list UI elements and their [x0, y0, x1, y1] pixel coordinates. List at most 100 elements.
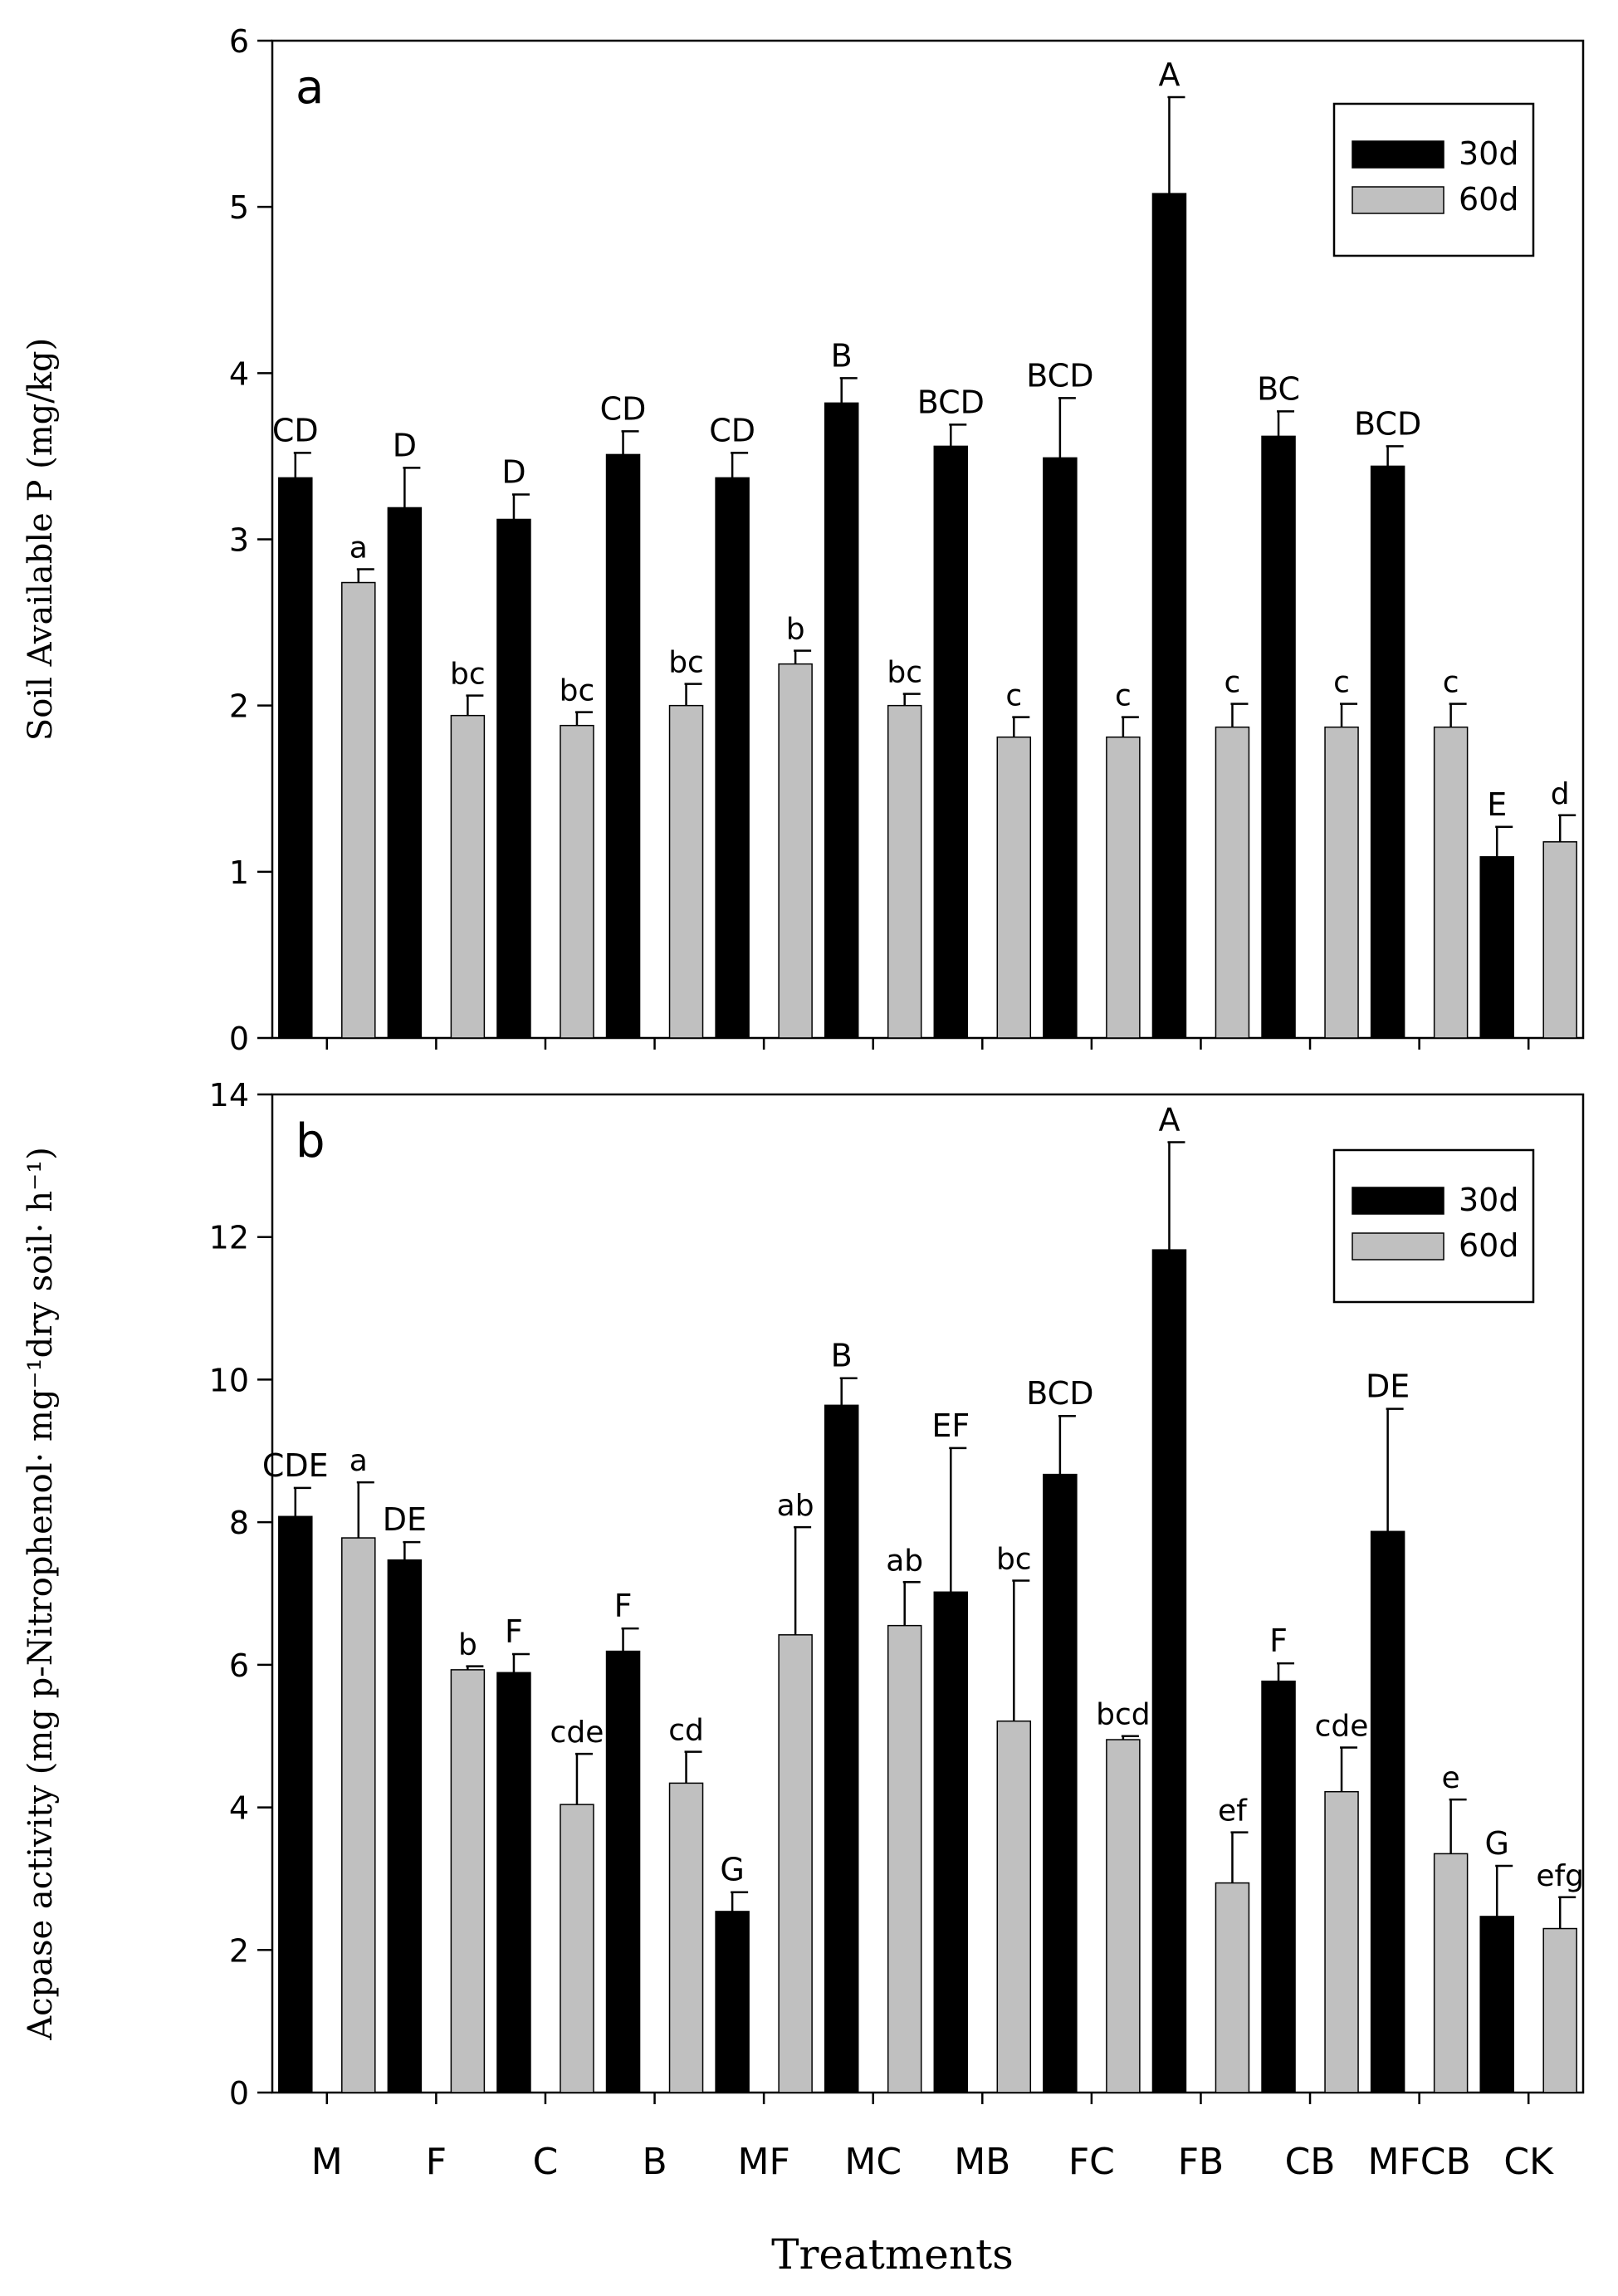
- significance-letter: BCD: [1026, 357, 1093, 394]
- bar-30d-C: [496, 1672, 531, 2093]
- x-tick-label: MFCB: [1368, 2141, 1471, 2183]
- bar-60d-MC: [887, 1624, 922, 2093]
- bar-60d-C: [560, 1804, 594, 2093]
- bar-60d-F: [450, 1669, 486, 2093]
- bar-60d-FB: [1215, 1882, 1250, 2093]
- significance-letter: DE: [383, 1501, 427, 1538]
- significance-letter: CDE: [262, 1447, 329, 1484]
- significance-letter: F: [1269, 1623, 1288, 1659]
- bar-60d-MB: [996, 1720, 1032, 2093]
- significance-letter: EF: [931, 1407, 970, 1444]
- x-tick-label: C: [533, 2141, 559, 2183]
- significance-letter: CD: [600, 390, 647, 427]
- x-tick-label: FC: [1068, 2141, 1115, 2183]
- significance-letter: c: [1115, 679, 1132, 713]
- significance-letter: c: [1224, 666, 1241, 700]
- x-tick-label: CB: [1285, 2141, 1336, 2183]
- bar-60d-MFCB: [1433, 726, 1469, 1039]
- significance-letter: CD: [709, 412, 755, 448]
- bar-30d-MF: [715, 477, 750, 1039]
- significance-letter: E: [1487, 786, 1507, 823]
- bar-60d-MB: [996, 736, 1032, 1039]
- legend-swatch-30d: [1352, 1187, 1444, 1215]
- legend-label-60d: 60d: [1459, 181, 1518, 218]
- legend-box: [1332, 102, 1535, 257]
- significance-letter: A: [1158, 56, 1180, 93]
- significance-letter: DE: [1366, 1368, 1410, 1405]
- y-tick-label: 6: [229, 23, 249, 60]
- significance-letter: d: [1551, 777, 1570, 811]
- bar-60d-M: [341, 581, 376, 1039]
- significance-letter: bc: [996, 1543, 1032, 1577]
- bar-60d-MC: [887, 704, 922, 1039]
- panel-label: a: [296, 61, 324, 115]
- bar-60d-B: [668, 1782, 704, 2093]
- significance-letter: cd: [668, 1714, 704, 1748]
- bar-30d-C: [496, 518, 531, 1039]
- legend-label-30d: 30d: [1459, 1182, 1518, 1218]
- significance-letter: bc: [450, 658, 486, 692]
- significance-letter: BCD: [1354, 405, 1421, 442]
- panel-a: 0 1 2 3 4 5 6 Soil Available P (mg/kg) a CD D D CD CD…: [22, 23, 1585, 1057]
- significance-letter: BCD: [1026, 1375, 1093, 1412]
- bar-30d-B: [605, 453, 641, 1039]
- bar-60d-F: [450, 714, 486, 1039]
- significance-letter: b: [458, 1628, 477, 1662]
- significance-letter: B: [831, 337, 853, 374]
- bar-30d-MFCB: [1370, 465, 1405, 1039]
- y-tick-label: 14: [209, 1077, 249, 1114]
- bar-30d-MC: [824, 402, 859, 1039]
- bar-30d-F: [387, 1559, 423, 2093]
- y-tick-label: 0: [229, 1021, 249, 1057]
- bar-30d-MB: [933, 445, 969, 1039]
- significance-letter: ab: [777, 1489, 814, 1523]
- significance-letter: D: [501, 453, 525, 490]
- bar-30d-MB: [933, 1591, 969, 2093]
- y-tick-label: 6: [229, 1647, 249, 1684]
- significance-letter: b: [786, 613, 805, 647]
- significance-letter: e: [1442, 1761, 1460, 1795]
- significance-letter: cde: [1315, 1709, 1369, 1743]
- panel-label: b: [296, 1114, 325, 1168]
- y-tick-label: 3: [229, 522, 249, 559]
- bar-30d-FC: [1043, 457, 1078, 1039]
- significance-letter: a: [350, 1444, 368, 1478]
- significance-letter: G: [1484, 1825, 1508, 1862]
- bar-60d-FC: [1106, 736, 1141, 1039]
- significance-letter: c: [1333, 666, 1350, 700]
- significance-letter: BC: [1257, 370, 1300, 407]
- y-tick-label: 1: [229, 854, 249, 891]
- bar-30d-FB: [1151, 1249, 1187, 2093]
- bar-60d-M: [341, 1537, 376, 2093]
- significance-letter: c: [1005, 679, 1022, 713]
- bar-60d-MF: [778, 1634, 813, 2093]
- significance-letter: A: [1158, 1102, 1180, 1138]
- significance-letter: D: [393, 427, 417, 463]
- x-axis-title: Treatments: [771, 2230, 1014, 2279]
- significance-letter: bc: [887, 656, 922, 690]
- bar-30d-MC: [824, 1404, 859, 2093]
- y-tick-label: 10: [209, 1362, 249, 1398]
- y-tick-label: 12: [209, 1220, 249, 1256]
- y-tick-label: 2: [229, 1932, 249, 1969]
- significance-letter: efg: [1536, 1859, 1584, 1893]
- y-tick-label: 4: [229, 355, 249, 392]
- x-tick-label: B: [642, 2141, 667, 2183]
- y-tick-label: 2: [229, 688, 249, 725]
- legend-box: [1332, 1148, 1535, 1304]
- legend-label-60d: 60d: [1459, 1227, 1518, 1264]
- significance-letter: G: [720, 1852, 744, 1888]
- x-tick-label: FB: [1178, 2141, 1224, 2183]
- significance-letter: ef: [1218, 1794, 1248, 1828]
- y-axis-title: Soil Available P (mg/kg): [22, 338, 60, 741]
- bar-60d-CK: [1542, 841, 1577, 1039]
- significance-letter: bc: [668, 646, 704, 680]
- significance-letter: c: [1443, 666, 1459, 700]
- significance-letter: F: [505, 1613, 523, 1650]
- bar-60d-FB: [1215, 726, 1250, 1039]
- y-axis-title: Acpase activity (mg p-Nitrophenol· mg⁻¹d…: [22, 1147, 60, 2041]
- bar-30d-FC: [1043, 1473, 1078, 2093]
- bar-60d-MF: [778, 663, 813, 1039]
- bar-30d-FB: [1151, 193, 1187, 1039]
- x-tick-label: M: [311, 2141, 343, 2183]
